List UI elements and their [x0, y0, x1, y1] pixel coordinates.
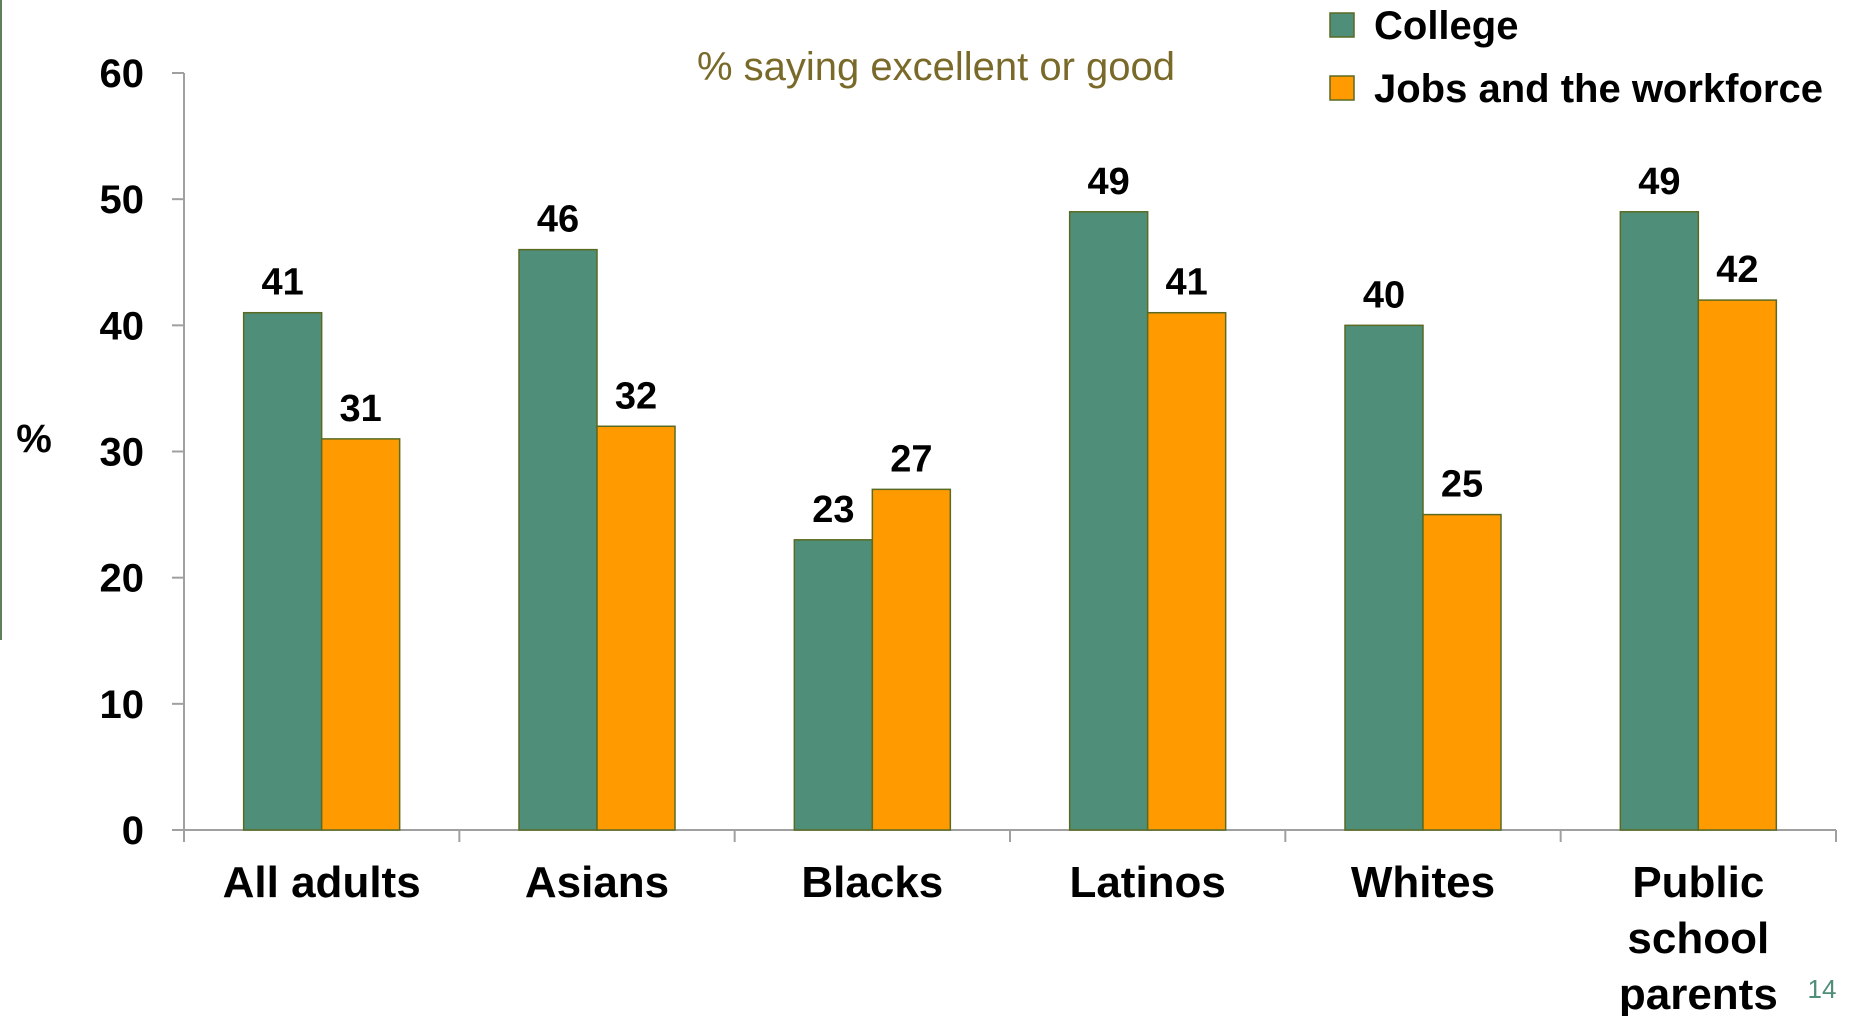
data-label: 49 — [1088, 161, 1130, 203]
y-tick-label: 20 — [100, 557, 145, 601]
y-tick-label: 40 — [100, 304, 145, 348]
data-label: 27 — [890, 438, 932, 480]
data-label: 41 — [262, 262, 304, 304]
y-tick-label: 0 — [122, 809, 144, 853]
data-label: 40 — [1363, 274, 1405, 316]
y-tick-label: 60 — [100, 52, 145, 96]
data-label: 23 — [812, 489, 854, 531]
data-label: 46 — [537, 199, 579, 241]
page-number: 14 — [1808, 974, 1837, 1004]
category-label: Public school parents — [1619, 858, 1778, 1016]
bar-college-1 — [518, 248, 598, 831]
legend-label: Jobs and the workforce — [1374, 67, 1823, 111]
y-tick-label: 10 — [100, 683, 145, 727]
legend-label: College — [1374, 4, 1518, 48]
data-labels: 41 46 23 49 40 49 31 32 27 41 25 42 — [262, 161, 1759, 531]
category-labels: All adults Asians Blacks Latinos Whites Publi… — [223, 858, 1778, 1016]
category-label: Blacks — [801, 858, 943, 907]
x-axis — [183, 829, 1837, 842]
bar-jobs-2 — [871, 488, 952, 831]
left-edge-rule — [0, 0, 2, 640]
y-tick-label: 30 — [100, 431, 145, 475]
data-label: 49 — [1638, 161, 1680, 203]
bar-jobs-5 — [1697, 299, 1778, 831]
legend-swatch — [1329, 75, 1355, 101]
bar-college-5 — [1619, 211, 1700, 831]
y-axis: 0 10 20 30 40 50 60 — [100, 52, 185, 853]
category-label: Whites — [1351, 858, 1495, 907]
bar-college-2 — [793, 539, 874, 831]
bar-college-4 — [1344, 324, 1424, 831]
data-label: 32 — [615, 375, 657, 417]
data-label: 42 — [1716, 249, 1758, 291]
y-axis-label: % — [16, 417, 52, 461]
bar-jobs-3 — [1146, 311, 1227, 831]
category-label: All adults — [223, 858, 421, 907]
data-label: 41 — [1166, 262, 1208, 304]
data-label: 31 — [340, 388, 382, 430]
chart-subtitle: % saying excellent or good — [697, 45, 1175, 89]
bars — [242, 211, 1778, 831]
bar-jobs-1 — [596, 425, 676, 831]
data-label: 25 — [1441, 464, 1483, 506]
bar-college-0 — [242, 311, 323, 831]
category-label: Latinos — [1069, 858, 1225, 907]
legend-swatch — [1329, 12, 1355, 38]
bar-jobs-0 — [320, 438, 401, 831]
category-label: Asians — [525, 858, 669, 907]
bar-jobs-4 — [1422, 513, 1502, 831]
bar-college-3 — [1068, 211, 1149, 831]
y-tick-label: 50 — [100, 178, 145, 222]
legend: College Jobs and the workforce — [1329, 4, 1823, 111]
